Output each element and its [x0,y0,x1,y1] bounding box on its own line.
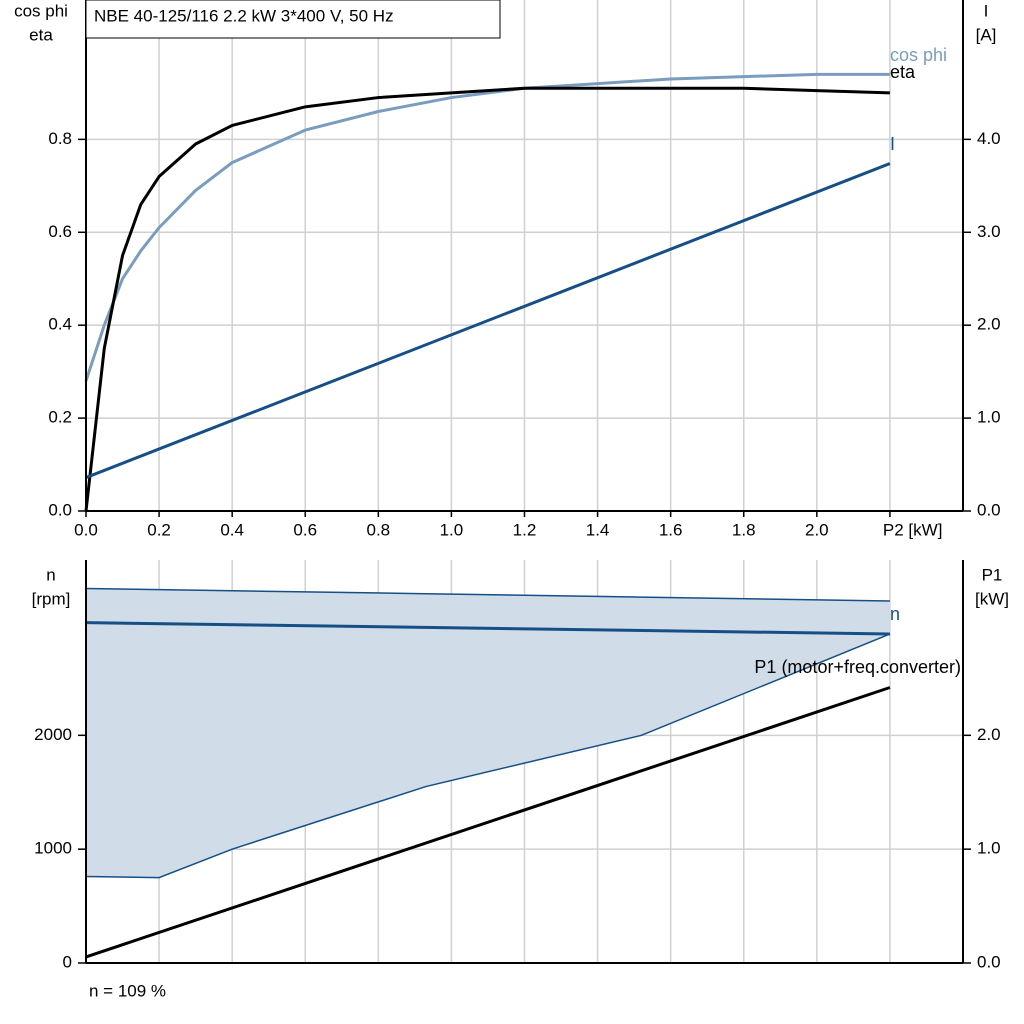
y-axis-label: n [46,565,55,584]
x-tick-label: 1.0 [440,520,464,539]
series-label: cos phi [890,45,947,65]
range-lower [85,633,891,879]
y2-tick-label: 1.0 [977,408,1001,427]
y-tick-label: 0.2 [48,408,72,427]
series-label: eta [890,62,916,82]
series-line [85,162,891,479]
y2-axis-label: I [984,1,989,20]
chart-title: NBE 40-125/116 2.2 kW 3*400 V, 50 Hz [94,6,394,25]
x-tick-label: 2.0 [805,520,829,539]
series-label: I [890,134,895,154]
title-box [85,0,501,39]
y-tick-label: 0 [63,952,72,971]
note: n = 109 % [89,981,166,1000]
y2-tick-label: 2.0 [977,725,1001,744]
y-tick-label: 0.0 [48,500,72,519]
y2-axis-label: P1 [982,565,1003,584]
series-label: n [890,604,900,624]
x-tick-label: 0.6 [293,520,317,539]
y2-tick-label: 4.0 [977,129,1001,148]
x-tick-label: P2 [kW] [883,520,943,539]
series-line [84,86,890,512]
x-tick-label: 1.4 [586,520,610,539]
x-tick-label: 0.8 [367,520,391,539]
x-tick-label: 1.8 [732,520,756,539]
y-tick-label: 0.4 [48,315,72,334]
y-tick-label: 0.8 [48,129,72,148]
y-tick-label: 2000 [34,725,72,744]
y-axis-label: [rpm] [32,589,71,608]
y2-axis-label: [kW] [975,589,1009,608]
y2-tick-label: 1.0 [977,839,1001,858]
y2-tick-label: 0.0 [977,500,1001,519]
x-tick-label: 1.2 [513,520,537,539]
y2-axis-label: [A] [976,25,997,44]
series-line [85,686,891,959]
y-axis-label: eta [29,25,53,44]
y2-tick-label: 2.0 [977,315,1001,334]
series-label: P1 (motor+freq.converter) [754,657,961,677]
series-line [85,621,890,636]
series-line [84,72,890,382]
y-tick-label: 1000 [34,839,72,858]
y2-tick-label: 0.0 [977,952,1001,971]
range-upper [85,587,890,602]
x-tick-label: 0.0 [74,520,98,539]
x-tick-label: 0.2 [147,520,171,539]
y-tick-label: 0.6 [48,222,72,241]
range-area [86,588,890,878]
y-axis-label: cos phi [14,1,68,20]
x-tick-label: 1.6 [659,520,683,539]
y2-tick-label: 3.0 [977,222,1001,241]
x-tick-label: 0.4 [220,520,244,539]
